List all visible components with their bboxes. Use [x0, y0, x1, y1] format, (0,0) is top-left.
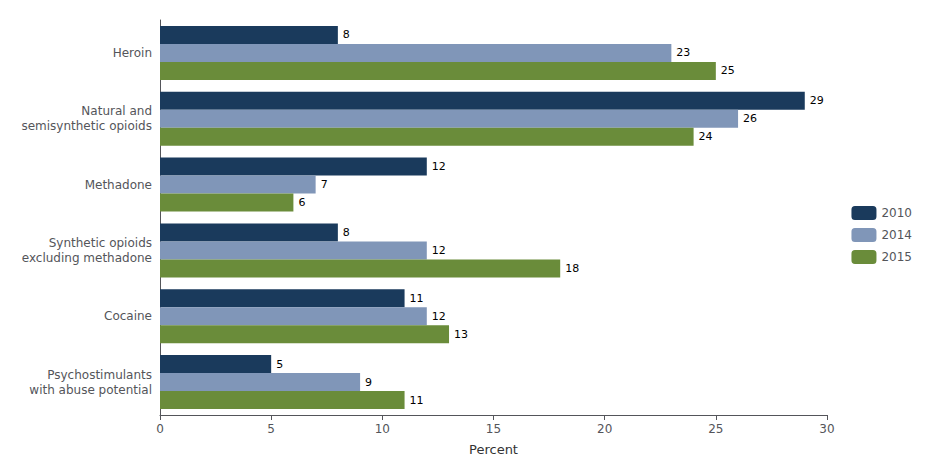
svg-text:8: 8	[343, 28, 350, 41]
svg-text:9: 9	[365, 376, 372, 389]
svg-text:Heroin: Heroin	[113, 46, 152, 60]
svg-text:10: 10	[375, 422, 390, 436]
svg-text:with abuse potential: with abuse potential	[29, 383, 152, 397]
svg-text:5: 5	[276, 358, 283, 371]
svg-text:7: 7	[321, 178, 328, 191]
svg-text:25: 25	[721, 64, 735, 77]
svg-text:12: 12	[432, 310, 446, 323]
svg-text:Psychostimulants: Psychostimulants	[47, 368, 152, 382]
svg-text:13: 13	[454, 328, 468, 341]
svg-text:23: 23	[676, 46, 690, 59]
svg-text:Methadone: Methadone	[85, 178, 152, 192]
svg-text:excluding methadone: excluding methadone	[22, 251, 152, 265]
svg-text:8: 8	[343, 226, 350, 239]
svg-text:Percent: Percent	[469, 442, 518, 457]
svg-text:Cocaine: Cocaine	[104, 309, 152, 323]
svg-text:2010: 2010	[881, 206, 912, 220]
svg-text:2015: 2015	[881, 250, 912, 264]
svg-text:24: 24	[699, 130, 713, 143]
svg-text:12: 12	[432, 160, 446, 173]
svg-text:Natural and: Natural and	[81, 104, 152, 118]
svg-text:11: 11	[410, 394, 424, 407]
svg-text:20: 20	[597, 422, 612, 436]
svg-text:6: 6	[298, 196, 305, 209]
svg-text:11: 11	[410, 292, 424, 305]
svg-text:0: 0	[156, 422, 164, 436]
svg-text:18: 18	[565, 262, 579, 275]
svg-text:5: 5	[267, 422, 275, 436]
svg-text:semisynthetic opioids: semisynthetic opioids	[21, 119, 152, 133]
svg-text:26: 26	[743, 112, 757, 125]
svg-text:2014: 2014	[881, 228, 912, 242]
svg-text:15: 15	[486, 422, 501, 436]
svg-text:25: 25	[708, 422, 723, 436]
svg-text:29: 29	[810, 94, 824, 107]
svg-text:30: 30	[819, 422, 834, 436]
svg-text:Synthetic opioids: Synthetic opioids	[49, 236, 152, 250]
svg-text:12: 12	[432, 244, 446, 257]
